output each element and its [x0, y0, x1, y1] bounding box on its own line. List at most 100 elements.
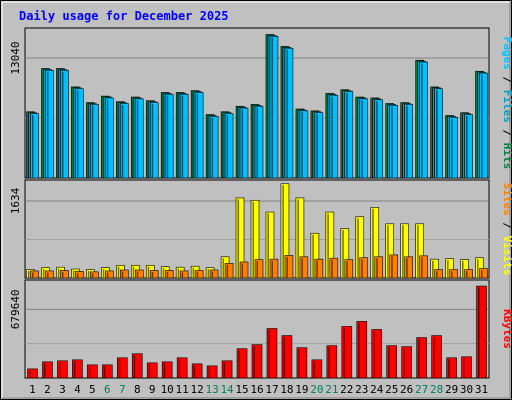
bar-shade — [121, 104, 124, 178]
bar-shade — [286, 256, 288, 278]
bar-shade — [391, 256, 393, 278]
x-tick-label: 31 — [475, 383, 488, 396]
chart-panels: 13040 Pages / Files / Hits 1634 Sites / Vis… — [9, 27, 512, 379]
bar-kbytes-day-11 — [176, 357, 188, 379]
bar-kbytes-day-30 — [461, 356, 472, 379]
bar-sites-day-10 — [164, 270, 174, 279]
y-tick-label: 13040 — [9, 41, 22, 74]
bar-shade — [282, 185, 284, 278]
bar-sites-day-26 — [404, 256, 413, 279]
bar-pages-day-17 — [269, 35, 279, 179]
side-legend-pages: Pages — [501, 37, 512, 70]
bar-shade — [87, 271, 90, 278]
bar-pages-day-20 — [314, 112, 324, 179]
bar-shade — [121, 271, 124, 278]
bar-kbytes-day-20 — [311, 359, 323, 379]
bar-pages-day-8 — [134, 98, 144, 179]
bars-hits-files-pages — [26, 34, 488, 179]
bar-shade — [462, 261, 464, 278]
bar-shade — [136, 100, 139, 178]
x-tick-label: 6 — [104, 383, 111, 396]
bar-pages-day-7 — [119, 103, 129, 179]
bar-pages-day-19 — [299, 110, 309, 179]
x-tick-label: 11 — [176, 383, 189, 396]
bar-sites-day-9 — [149, 270, 159, 279]
chart-title: Daily usage for December 2025 — [19, 9, 229, 23]
bar-shade — [237, 199, 240, 278]
bar-shade — [268, 329, 270, 378]
bar-sites-day-31 — [479, 268, 488, 279]
bar-shade — [61, 71, 64, 178]
x-tick-label: 16 — [250, 383, 263, 396]
bar-shade — [211, 117, 214, 178]
bar-sites-day-28 — [434, 269, 443, 279]
frame-shadow — [2, 2, 511, 399]
bar-shade — [271, 37, 273, 178]
bar-pages-day-1 — [30, 113, 39, 179]
bar-shade — [256, 261, 258, 278]
bar-shade — [418, 339, 420, 378]
bar-kbytes-day-27 — [416, 337, 427, 379]
bar-shade — [61, 271, 64, 278]
bar-sites-day-25 — [389, 254, 399, 279]
bar-shade — [151, 271, 154, 278]
bar-kbytes-day-22 — [341, 326, 353, 379]
side-legend-separator: / — [501, 216, 512, 236]
x-tick-label: 3 — [59, 383, 66, 396]
x-tick-label: 14 — [220, 383, 234, 396]
bar-pages-day-12 — [194, 92, 204, 179]
bar-sites-day-19 — [299, 256, 309, 279]
bar-shade — [91, 105, 94, 178]
bar-shade — [256, 107, 258, 178]
panel-kbytes: 679640 KBytes — [9, 279, 512, 379]
bar-pages-day-28 — [434, 88, 443, 179]
bar-shade — [222, 258, 225, 278]
y-tick-label: 679640 — [9, 289, 22, 329]
bar-shade — [447, 260, 449, 278]
bar-pages-day-14 — [224, 113, 234, 179]
bar-shade — [267, 213, 269, 278]
side-legend: KBytes — [501, 309, 512, 349]
bar-shade — [31, 115, 34, 178]
bar-shade — [342, 230, 344, 278]
x-tick-label: 29 — [445, 383, 458, 396]
bar-shade — [477, 259, 479, 278]
bar-shade — [417, 225, 419, 278]
side-legend: Sites / Visits — [501, 183, 512, 276]
bar-pages-day-31 — [479, 72, 488, 179]
bar-kbytes-day-19 — [296, 347, 308, 379]
bar-sites-day-20 — [314, 258, 324, 279]
x-tick-label: 8 — [134, 383, 141, 396]
bar-kbytes-day-17 — [266, 328, 278, 379]
frame-highlight — [1, 1, 510, 398]
side-legend-text: KBytes — [501, 309, 512, 349]
bar-shade — [148, 364, 151, 378]
bar-shade — [358, 322, 360, 378]
bar-shade — [241, 263, 244, 278]
bar-pages-day-4 — [75, 88, 84, 179]
x-tick-label: 24 — [370, 383, 384, 396]
bar-sites-day-3 — [60, 270, 69, 279]
bar-shade — [42, 269, 45, 278]
bar-shade — [481, 270, 483, 278]
bar-sites-day-23 — [359, 257, 369, 279]
bar-shade — [328, 347, 330, 378]
bar-sites-day-1 — [30, 270, 39, 279]
x-tick-label: 23 — [355, 383, 368, 396]
x-tick-label: 30 — [460, 383, 473, 396]
x-tick-label: 5 — [89, 383, 96, 396]
bar-shade — [117, 266, 120, 278]
bar-shade — [253, 346, 255, 378]
bar-shade — [76, 90, 79, 178]
x-tick-label: 12 — [191, 383, 204, 396]
bar-kbytes-day-3 — [57, 360, 68, 379]
bar-shade — [241, 109, 244, 178]
bar-kbytes-day-2 — [42, 361, 53, 379]
bar-kbytes-day-24 — [371, 329, 383, 379]
bar-sites-day-18 — [284, 255, 294, 279]
bar-shade — [406, 258, 408, 278]
side-legend-separator: / — [501, 123, 512, 143]
bar-shade — [88, 366, 91, 378]
bar-shade — [436, 90, 438, 178]
